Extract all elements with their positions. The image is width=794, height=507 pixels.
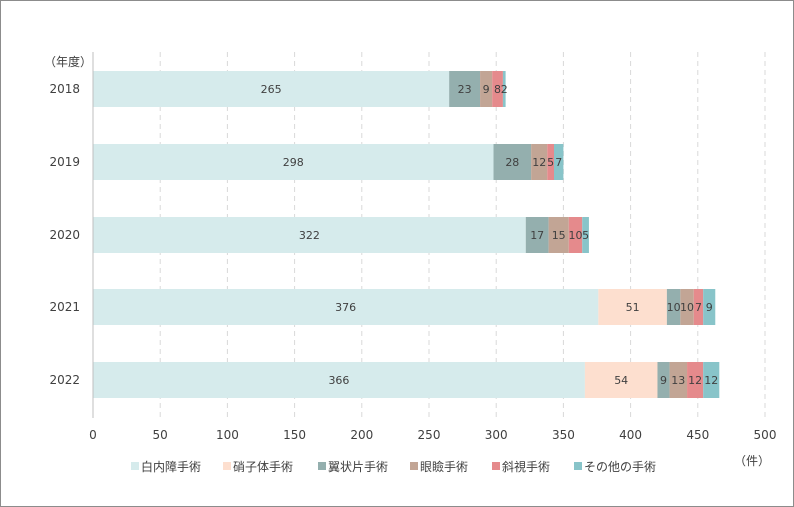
x-tick-label: 350 xyxy=(552,428,575,442)
bar-segment xyxy=(492,71,503,107)
bars-layer xyxy=(93,71,720,398)
bar-segment xyxy=(598,289,667,325)
legend-label: 白内障手術 xyxy=(141,459,201,474)
data-label: 54 xyxy=(614,374,628,387)
x-tick-label: 500 xyxy=(754,428,777,442)
bar-segment xyxy=(568,217,583,253)
x-tick-label: 200 xyxy=(350,428,373,442)
bar-segment xyxy=(93,144,494,180)
category-label: 2019 xyxy=(49,155,80,169)
legend-label: 硝子体手術 xyxy=(233,460,293,474)
category-axis-label: （年度） xyxy=(44,54,92,69)
data-label: 376 xyxy=(335,301,356,314)
legend-label: その他の手術 xyxy=(584,460,656,474)
bar-segment xyxy=(582,217,589,253)
data-label: 51 xyxy=(626,301,640,314)
bar-segment xyxy=(502,71,506,107)
bar-segment xyxy=(547,144,554,180)
data-label: 15 xyxy=(552,229,566,242)
bar-segment xyxy=(93,362,585,398)
legend-label: 斜視手術 xyxy=(502,459,550,474)
data-label: 298 xyxy=(283,156,304,169)
data-label: 9 xyxy=(706,301,713,314)
x-tick-label: 150 xyxy=(283,428,306,442)
data-label: 10 xyxy=(680,301,694,314)
legend-item: 翼状片手術 xyxy=(318,460,388,474)
legend-swatch xyxy=(318,462,326,470)
category-label: 2018 xyxy=(49,82,80,96)
bar-segment xyxy=(687,362,704,398)
data-label: 12 xyxy=(688,374,702,387)
x-tick-label: 50 xyxy=(153,428,168,442)
bar-segment xyxy=(525,217,549,253)
x-tick-label: 100 xyxy=(216,428,239,442)
data-label: 12 xyxy=(704,374,718,387)
legend: 白内障手術 硝子体手術 翼状片手術 眼瞼手術 斜視手術 その他の手術 xyxy=(131,459,656,474)
category-label: 2020 xyxy=(49,228,80,242)
legend-swatch xyxy=(492,462,500,470)
data-label: 7 xyxy=(695,301,702,314)
data-label: 12 xyxy=(532,156,546,169)
legend-swatch xyxy=(223,462,231,470)
bar-segment xyxy=(693,289,704,325)
bar-segment xyxy=(657,362,670,398)
data-label: 9 xyxy=(660,374,667,387)
data-label: 9 xyxy=(483,83,490,96)
data-label: 265 xyxy=(261,83,282,96)
data-label: 5 xyxy=(582,229,589,242)
x-tick-label: 250 xyxy=(418,428,441,442)
legend-swatch xyxy=(131,462,139,470)
data-label: 10 xyxy=(568,229,582,242)
bar-segment xyxy=(703,289,716,325)
value-axis-unit: （件） xyxy=(734,454,770,468)
bar-segment xyxy=(669,362,688,398)
bar-segment xyxy=(93,71,450,107)
data-label: 2 xyxy=(501,83,508,96)
bar-segment xyxy=(703,362,720,398)
data-label: 13 xyxy=(671,374,685,387)
data-label: 28 xyxy=(505,156,519,169)
data-label: 23 xyxy=(458,83,472,96)
data-label: 17 xyxy=(530,229,544,242)
bar-segment xyxy=(449,71,481,107)
legend-item: 白内障手術 xyxy=(131,459,201,474)
legend-item: その他の手術 xyxy=(574,460,656,474)
axis-layer: 0 50 100 150 200 250 300 350 400 450 500 2018 2019 20… xyxy=(49,52,776,442)
bar-segment xyxy=(680,289,694,325)
bar-segment xyxy=(480,71,493,107)
legend-item: 眼瞼手術 xyxy=(410,459,468,474)
data-label: 5 xyxy=(547,156,554,169)
legend-item: 斜視手術 xyxy=(492,459,550,474)
x-tick-label: 400 xyxy=(619,428,642,442)
bar-segment xyxy=(553,144,564,180)
bar-segment xyxy=(93,289,599,325)
legend-swatch xyxy=(410,462,418,470)
data-label: 8 xyxy=(494,83,501,96)
legend-label: 眼瞼手術 xyxy=(420,459,468,474)
data-label: 322 xyxy=(299,229,320,242)
x-tick-label: 450 xyxy=(686,428,709,442)
x-tick-label: 0 xyxy=(89,428,97,442)
data-label: 7 xyxy=(555,156,562,169)
category-label: 2021 xyxy=(49,300,80,314)
x-tick-label: 300 xyxy=(485,428,508,442)
data-label: 10 xyxy=(667,301,681,314)
legend-label: 翼状片手術 xyxy=(328,460,388,474)
data-label: 366 xyxy=(328,374,349,387)
legend-item: 硝子体手術 xyxy=(223,460,293,474)
bar-segment xyxy=(584,362,658,398)
category-label: 2022 xyxy=(49,373,80,387)
bar-segment xyxy=(531,144,548,180)
bar-segment xyxy=(548,217,569,253)
bar-segment xyxy=(666,289,681,325)
bar-segment xyxy=(93,217,526,253)
legend-swatch xyxy=(574,462,582,470)
bar-segment xyxy=(493,144,532,180)
